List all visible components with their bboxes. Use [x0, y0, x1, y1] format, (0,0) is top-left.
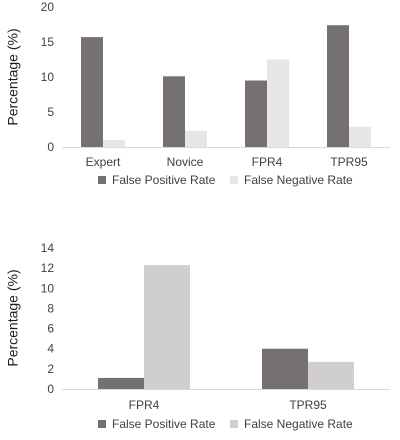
bar-false-positive	[98, 377, 144, 389]
bar-false-positive	[81, 37, 103, 147]
bar-false-negative	[144, 265, 190, 389]
y-tick-labels: 0 2 4 6 8 10 12 14	[41, 241, 55, 396]
legend: False Positive Rate False Negative Rate	[98, 173, 353, 187]
y-tick-label: 20	[41, 0, 55, 14]
bar-false-negative	[308, 361, 354, 389]
bar-false-positive	[327, 25, 349, 148]
legend-label: False Negative Rate	[244, 417, 353, 431]
x-tick-label: TPR95	[330, 155, 368, 169]
y-tick-label: 14	[41, 241, 55, 255]
chart-2: Percentage (%) 0 2 4 6 8 10 12 14 FPR4 TPR95 False …	[5, 241, 390, 431]
y-tick-label: 10	[41, 281, 55, 295]
legend: False Positive Rate False Negative Rate	[98, 417, 353, 431]
y-tick-label: 15	[41, 35, 55, 49]
y-tick-label: 0	[47, 140, 54, 154]
x-tick-label: Novice	[167, 155, 204, 169]
legend-swatch	[230, 176, 238, 184]
bar-false-positive	[163, 76, 185, 147]
bar-false-positive	[245, 80, 267, 147]
y-tick-label: 8	[47, 301, 54, 315]
y-axis-label: Percentage (%)	[5, 28, 21, 125]
bar-false-positive	[262, 348, 308, 389]
y-axis-label: Percentage (%)	[5, 269, 21, 366]
legend-label: False Positive Rate	[112, 173, 216, 187]
y-tick-labels: 0 5 10 15 20	[41, 0, 55, 154]
legend-swatch	[98, 420, 106, 428]
y-tick-label: 10	[41, 70, 55, 84]
y-tick-label: 5	[47, 105, 54, 119]
legend-swatch	[98, 176, 106, 184]
bars	[81, 25, 371, 148]
bar-false-negative	[349, 126, 371, 147]
y-tick-label: 2	[47, 362, 54, 376]
y-tick-label: 6	[47, 322, 54, 336]
legend-label: False Negative Rate	[244, 173, 353, 187]
legend-label: False Positive Rate	[112, 417, 216, 431]
y-tick-label: 0	[47, 382, 54, 396]
x-tick-label: Expert	[86, 155, 121, 169]
bar-false-negative	[185, 130, 207, 147]
bars	[98, 265, 354, 389]
bar-false-negative	[103, 140, 125, 147]
bar-false-negative	[267, 59, 289, 147]
legend-swatch	[230, 420, 238, 428]
x-tick-label: FPR4	[252, 155, 283, 169]
x-tick-label: TPR95	[289, 398, 327, 412]
x-tick-label: FPR4	[129, 398, 160, 412]
y-tick-label: 12	[41, 261, 55, 275]
y-tick-label: 4	[47, 342, 54, 356]
chart-1: Percentage (%) 0 5 10 15 20 Expert Novice FPR4 TP…	[5, 0, 390, 187]
